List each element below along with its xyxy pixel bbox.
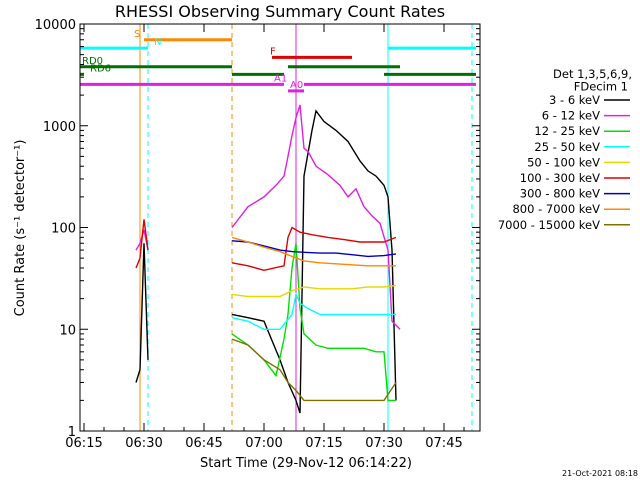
y-tick-label: 1000 <box>43 120 76 135</box>
series-line <box>135 219 397 272</box>
legend-entry-label: 7000 - 15000 keV <box>498 218 600 232</box>
series-line <box>231 240 397 258</box>
x-tick-label: 07:45 <box>425 436 462 451</box>
legend-entry-label: 800 - 7000 keV <box>512 202 600 216</box>
legend-entry-label: 100 - 300 keV <box>520 171 600 185</box>
flag-label: F <box>270 46 276 57</box>
x-tick-label: 07:15 <box>305 436 342 451</box>
series-line <box>135 109 397 414</box>
legend-title: FDecim 1 <box>574 80 628 94</box>
axes: 06:15 06:30 06:45 07:00 07:15 07:30 07:45 1 10 10… <box>35 18 480 451</box>
legend-entry-label: 25 - 50 keV <box>534 140 600 154</box>
legend-entry-label: 50 - 100 keV <box>527 155 600 169</box>
legend: Det 1,3,5,6,9,FDecim 13 - 6 keV 6 - 12 ke… <box>498 67 632 232</box>
legend-entry-label: 3 - 6 keV <box>549 93 600 107</box>
legend-entry-label: 6 - 12 keV <box>542 109 600 123</box>
x-tick-label: 06:30 <box>125 436 162 451</box>
series-lines <box>135 104 401 414</box>
series-line <box>231 243 396 402</box>
flag-label: A1 <box>274 73 287 84</box>
series-line <box>231 338 397 402</box>
y-tick-label: 10000 <box>35 18 76 33</box>
y-axis-label: Count Rate (s⁻¹ detector⁻¹) <box>13 140 28 317</box>
legend-entry-label: 300 - 800 keV <box>520 187 600 201</box>
series-line <box>231 292 396 330</box>
flag-label: S <box>134 29 140 40</box>
chart-title: RHESSI Observing Summary Count Rates <box>115 2 445 21</box>
y-tick-label: 100 <box>51 222 76 237</box>
series-line <box>231 236 396 267</box>
y-tick-label: 10 <box>59 323 76 338</box>
x-tick-label: 06:45 <box>185 436 222 451</box>
y-tick-label: 1 <box>68 425 76 440</box>
x-tick-label: 07:30 <box>365 436 402 451</box>
x-tick-label: 07:00 <box>245 436 282 451</box>
legend-title: Det 1,3,5,6,9, <box>553 67 632 81</box>
flag-label: N <box>154 37 161 48</box>
x-axis-label: Start Time (29-Nov-12 06:14:22) <box>200 456 412 471</box>
series-line <box>135 104 401 330</box>
series-line <box>231 284 397 298</box>
flag-label: RD6 <box>90 63 111 74</box>
x-tick-label: 06:15 <box>65 436 102 451</box>
flag-label: RD0 <box>82 56 103 67</box>
flag-label: A0 <box>290 80 303 91</box>
legend-entry-label: 12 - 25 keV <box>534 124 600 138</box>
generation-timestamp: 21-Oct-2021 08:18 <box>562 469 638 478</box>
